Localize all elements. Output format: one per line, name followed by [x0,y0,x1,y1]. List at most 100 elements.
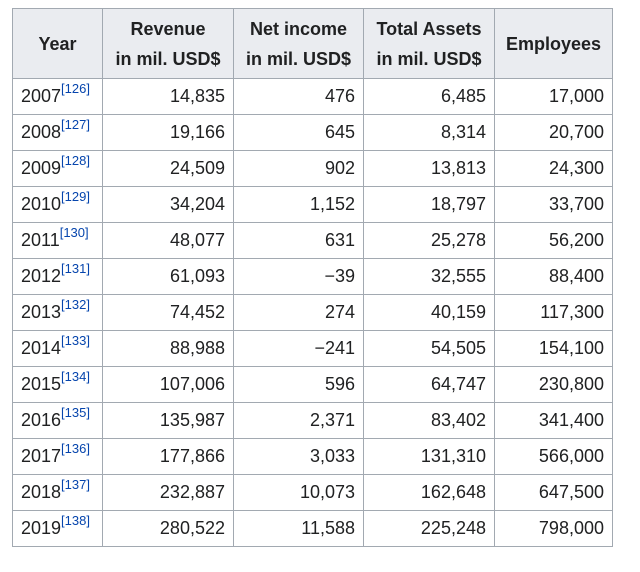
total-assets-cell: 6,485 [363,78,495,115]
header-net-income-label: Net income [249,18,348,39]
table-row: 2014[133] 88,988 −241 54,505 154,100 [12,330,613,367]
net-income-cell: −241 [233,330,364,367]
year-value: 2007 [21,86,62,106]
table-row: 2016[135] 135,987 2,371 83,402 341,400 [12,402,613,439]
employees-cell: 230,800 [494,366,613,403]
year-value: 2016 [21,410,62,430]
header-year-label: Year [38,33,77,54]
year-value: 2010 [21,194,62,214]
employees-cell: 647,500 [494,474,613,511]
total-assets-cell: 162,648 [363,474,495,511]
table-row: 2010[129] 34,204 1,152 18,797 33,700 [12,186,613,223]
net-income-cell: 11,588 [233,510,364,547]
revenue-cell: 61,093 [102,258,234,295]
year-cell: 2007[126] [12,78,103,115]
net-income-cell: 596 [233,366,364,403]
citation-link[interactable]: [127] [61,117,90,132]
net-income-cell: −39 [233,258,364,295]
citation-link[interactable]: [138] [61,513,90,528]
year-cell: 2018[137] [12,474,103,511]
employees-cell: 117,300 [494,294,613,331]
header-total-assets-unit: in mil. USD$ [376,48,482,69]
net-income-cell: 1,152 [233,186,364,223]
citation-link[interactable]: [129] [61,189,90,204]
header-revenue-label: Revenue [130,18,206,39]
citation-link[interactable]: [136] [61,441,90,456]
revenue-cell: 107,006 [102,366,234,403]
revenue-cell: 88,988 [102,330,234,367]
total-assets-cell: 54,505 [363,330,495,367]
citation-link[interactable]: [126] [61,81,90,96]
header-revenue: Revenue in mil. USD$ [102,8,234,79]
revenue-cell: 48,077 [102,222,234,259]
total-assets-cell: 64,747 [363,366,495,403]
table-row: 2011[130] 48,077 631 25,278 56,200 [12,222,613,259]
header-row: Year Revenue in mil. USD$ Net income in … [12,8,613,79]
citation-link[interactable]: [131] [61,261,90,276]
table-row: 2008[127] 19,166 645 8,314 20,700 [12,114,613,151]
year-cell: 2019[138] [12,510,103,547]
net-income-cell: 2,371 [233,402,364,439]
net-income-cell: 902 [233,150,364,187]
employees-cell: 154,100 [494,330,613,367]
year-cell: 2009[128] [12,150,103,187]
revenue-cell: 19,166 [102,114,234,151]
table-row: 2015[134] 107,006 596 64,747 230,800 [12,366,613,403]
table-row: 2018[137] 232,887 10,073 162,648 647,500 [12,474,613,511]
total-assets-cell: 13,813 [363,150,495,187]
year-value: 2013 [21,302,62,322]
header-revenue-unit: in mil. USD$ [115,48,221,69]
table-row: 2017[136] 177,866 3,033 131,310 566,000 [12,438,613,475]
employees-cell: 20,700 [494,114,613,151]
total-assets-cell: 131,310 [363,438,495,475]
year-cell: 2014[133] [12,330,103,367]
total-assets-cell: 225,248 [363,510,495,547]
total-assets-cell: 18,797 [363,186,495,223]
net-income-cell: 274 [233,294,364,331]
header-net-income: Net income in mil. USD$ [233,8,364,79]
citation-link[interactable]: [133] [61,333,90,348]
employees-cell: 798,000 [494,510,613,547]
revenue-cell: 232,887 [102,474,234,511]
header-net-income-unit: in mil. USD$ [245,48,352,69]
year-cell: 2013[132] [12,294,103,331]
header-total-assets: Total Assets in mil. USD$ [363,8,495,79]
citation-link[interactable]: [135] [61,405,90,420]
revenue-cell: 135,987 [102,402,234,439]
employees-cell: 566,000 [494,438,613,475]
year-cell: 2011[130] [12,222,103,259]
header-employees: Employees [494,8,613,79]
citation-link[interactable]: [128] [61,153,90,168]
employees-cell: 341,400 [494,402,613,439]
table-row: 2013[132] 74,452 274 40,159 117,300 [12,294,613,331]
year-value: 2017 [21,446,62,466]
employees-cell: 17,000 [494,78,613,115]
header-employees-label: Employees [505,33,602,54]
year-value: 2011 [21,230,60,250]
citation-link[interactable]: [132] [61,297,90,312]
net-income-cell: 10,073 [233,474,364,511]
year-cell: 2016[135] [12,402,103,439]
revenue-cell: 280,522 [102,510,234,547]
year-cell: 2012[131] [12,258,103,295]
table-row: 2012[131] 61,093 −39 32,555 88,400 [12,258,613,295]
revenue-cell: 177,866 [102,438,234,475]
year-value: 2015 [21,374,62,394]
employees-cell: 24,300 [494,150,613,187]
net-income-cell: 631 [233,222,364,259]
year-value: 2018 [21,482,62,502]
total-assets-cell: 25,278 [363,222,495,259]
total-assets-cell: 32,555 [363,258,495,295]
header-year: Year [12,8,103,79]
year-cell: 2017[136] [12,438,103,475]
year-value: 2009 [21,158,62,178]
year-cell: 2008[127] [12,114,103,151]
year-value: 2019 [21,518,62,538]
citation-link[interactable]: [137] [61,477,90,492]
employees-cell: 88,400 [494,258,613,295]
year-cell: 2010[129] [12,186,103,223]
citation-link[interactable]: [130] [59,225,89,240]
citation-link[interactable]: [134] [61,369,90,384]
year-value: 2012 [21,266,62,286]
total-assets-cell: 83,402 [363,402,495,439]
